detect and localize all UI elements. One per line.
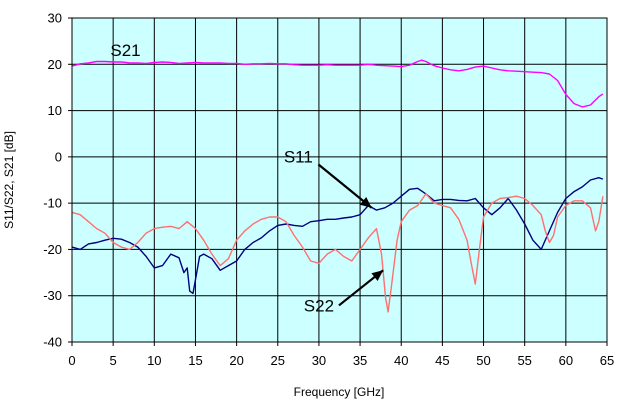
arrow-s11 <box>317 163 373 209</box>
series-line-s11 <box>71 177 604 295</box>
series-label-s21: S21 <box>110 41 140 60</box>
x-tick-label: 15 <box>188 353 202 368</box>
y-tick-label: -40 <box>43 335 62 350</box>
y-tick-label: 0 <box>55 149 62 164</box>
x-tick-label: 50 <box>476 353 490 368</box>
x-tick-label: 40 <box>394 353 408 368</box>
x-tick-label: 5 <box>110 353 117 368</box>
y-tick-label: -30 <box>43 288 62 303</box>
x-tick-label: 30 <box>312 353 326 368</box>
plot-frame <box>71 17 608 343</box>
x-axis-label: Frequency [GHz] <box>294 385 385 399</box>
x-tick-labels: 0 5 10 15 20 25 30 35 40 45 50 55 60 65 <box>68 353 614 368</box>
x-tick-label: 20 <box>229 353 243 368</box>
series-label-s22: S22 <box>304 296 334 315</box>
y-axis-label: S11/S22, S21 [dB] <box>2 131 16 229</box>
y-tick-labels: -40 -30 -20 -10 0 10 20 30 <box>43 11 62 350</box>
x-tick-label: 0 <box>68 353 75 368</box>
plot-area <box>71 17 608 343</box>
x-tick-label: 45 <box>435 353 449 368</box>
x-tick-label: 35 <box>353 353 367 368</box>
arrowhead-s22 <box>371 270 384 282</box>
x-tick-label: 10 <box>147 353 161 368</box>
arrowhead-s11 <box>359 196 372 208</box>
y-tick-label: 10 <box>48 103 62 118</box>
annotations: S21 S11 S22 <box>110 41 384 315</box>
x-tick-label: 25 <box>271 353 285 368</box>
series-line-s21 <box>71 59 604 108</box>
x-tick-label: 60 <box>559 353 573 368</box>
x-tick-label: 65 <box>600 353 614 368</box>
y-tick-label: -20 <box>43 242 62 257</box>
series-label-s11: S11 <box>284 147 313 166</box>
x-tick-label: 55 <box>517 353 531 368</box>
series-line-s22 <box>71 193 604 313</box>
y-tick-label: 30 <box>48 11 62 26</box>
series-lines <box>71 59 604 313</box>
y-tick-label: -10 <box>43 196 62 211</box>
y-tick-label: 20 <box>48 57 62 72</box>
